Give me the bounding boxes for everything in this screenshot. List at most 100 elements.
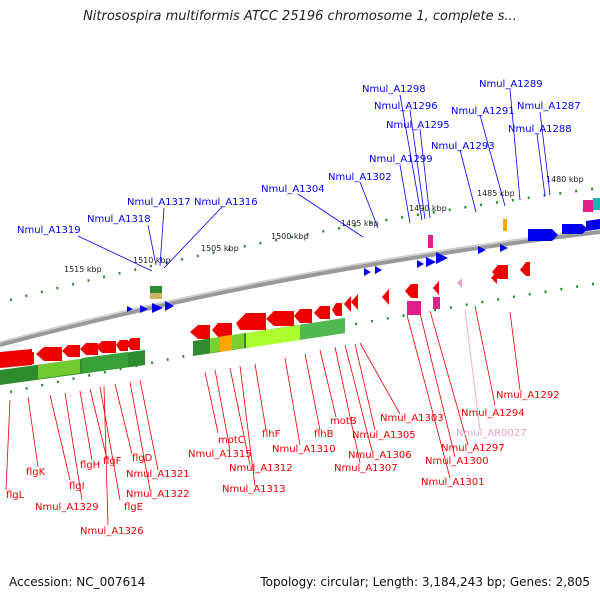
gc-block (150, 286, 162, 293)
gene-label[interactable]: flgF (103, 456, 122, 467)
gene-arrow[interactable] (500, 244, 508, 252)
tick-label: 1480 kbp (546, 175, 584, 184)
tick-label: 1485 kbp (477, 189, 515, 198)
gene-arrow[interactable] (528, 229, 558, 241)
gene-label[interactable]: Nmul_A1301 (421, 477, 485, 488)
gene-label[interactable]: Nmul_A1299 (369, 154, 433, 165)
gene-label[interactable]: Nmul_A1295 (386, 120, 450, 131)
gene-arrow[interactable] (344, 296, 351, 312)
gene-label[interactable]: Nmul_A1319 (17, 225, 81, 236)
genome-backbone (0, 230, 600, 347)
gene-label[interactable]: Nmul_AR0027 (456, 428, 527, 439)
rna-feature[interactable] (593, 198, 600, 210)
gene-label[interactable]: flgI (69, 481, 85, 492)
tick-label: 1505 kbp (201, 244, 239, 253)
gene-label[interactable]: Nmul_A1318 (87, 214, 151, 225)
gene-arrow[interactable] (364, 268, 371, 276)
bottom-leader-lines (5, 305, 521, 526)
outer-tick-row (9, 186, 600, 302)
gene-arrow[interactable] (478, 246, 486, 254)
rna-feature[interactable] (407, 301, 421, 315)
tick-label: 1490 kbp (409, 204, 447, 213)
gene-label[interactable]: Nmul_A1305 (352, 430, 416, 441)
gene-arrow[interactable] (8, 352, 34, 364)
gene-label[interactable]: flgH (80, 460, 100, 471)
gene-label[interactable]: flhB (314, 429, 334, 440)
gene-arrow[interactable] (36, 347, 62, 361)
reverse-genes (0, 262, 530, 368)
gene-label[interactable]: motC (218, 435, 245, 446)
gene-arrow[interactable] (140, 305, 148, 313)
gene-arrow[interactable] (126, 338, 140, 350)
gene-arrow[interactable] (332, 303, 342, 316)
gene-arrow[interactable] (116, 340, 128, 351)
gene-arrow[interactable] (190, 325, 210, 339)
gene-label[interactable]: motB (330, 416, 357, 427)
gene-label[interactable]: Nmul_A1306 (348, 450, 412, 461)
gene-label[interactable]: Nmul_A1321 (126, 469, 190, 480)
gene-label[interactable]: Nmul_A1310 (272, 444, 336, 455)
gene-label[interactable]: Nmul_A1303 (380, 413, 444, 424)
gene-label[interactable]: Nmul_A1292 (496, 390, 560, 401)
gene-arrow[interactable] (127, 306, 133, 312)
genome-backbone-highlight (0, 228, 600, 343)
gene-arrow[interactable] (382, 289, 389, 305)
gene-label[interactable]: flgE (124, 502, 143, 513)
gene-arrow[interactable] (457, 278, 462, 288)
gene-label[interactable]: Nmul_A1293 (431, 141, 495, 152)
gene-label[interactable]: Nmul_A1296 (374, 101, 438, 112)
gene-label[interactable]: Nmul_A1329 (35, 502, 99, 513)
gene-label[interactable]: Nmul_A1288 (508, 124, 572, 135)
gene-label[interactable]: Nmul_A1312 (229, 463, 293, 474)
gene-label[interactable]: Nmul_A1307 (334, 463, 398, 474)
gene-label[interactable]: Nmul_A1326 (80, 526, 144, 537)
accession-text: Accession: NC_007614 (9, 575, 146, 589)
gene-label[interactable]: Nmul_A1287 (517, 101, 581, 112)
gene-arrow[interactable] (165, 301, 174, 311)
gene-label[interactable]: Nmul_A1300 (425, 456, 489, 467)
gene-arrow[interactable] (212, 323, 232, 337)
tick-label: 1500 kbp (271, 232, 309, 241)
gene-arrow[interactable] (294, 309, 312, 323)
gene-label[interactable]: Nmul_A1315 (188, 449, 252, 460)
gene-arrow[interactable] (152, 303, 163, 313)
gene-label[interactable]: Nmul_A1291 (451, 106, 515, 117)
rna-feature[interactable] (428, 235, 433, 248)
gene-arrow[interactable] (96, 341, 116, 353)
gene-arrow[interactable] (426, 257, 436, 267)
gene-arrow[interactable] (314, 306, 330, 319)
gene-arrow[interactable] (562, 224, 588, 234)
gene-label[interactable]: Nmul_A1317 (127, 197, 191, 208)
rna-feature[interactable] (583, 200, 593, 212)
gene-arrow[interactable] (80, 343, 98, 355)
gene-arrow[interactable] (433, 281, 439, 295)
gene-label[interactable]: flgK (26, 467, 46, 478)
gene-arrow[interactable] (405, 284, 418, 298)
gene-arrow[interactable] (586, 219, 600, 231)
gene-label[interactable]: Nmul_A1294 (461, 408, 525, 419)
rna-feature[interactable] (433, 297, 440, 309)
gene-arrow[interactable] (351, 294, 358, 310)
gene-label[interactable]: flgL (6, 490, 25, 501)
gene-arrow[interactable] (520, 262, 530, 276)
gene-arrow[interactable] (236, 313, 266, 330)
gene-arrow[interactable] (492, 265, 508, 279)
gene-label[interactable]: Nmul_A1297 (441, 443, 505, 454)
gene-label[interactable]: Nmul_A1289 (479, 79, 543, 90)
gene-label[interactable]: Nmul_A1298 (362, 84, 426, 95)
gene-label[interactable]: Nmul_A1304 (261, 184, 325, 195)
rna-feature[interactable] (503, 219, 507, 231)
gene-label[interactable]: flgD (132, 453, 153, 464)
gene-label[interactable]: Nmul_A1316 (194, 197, 258, 208)
gene-label[interactable]: Nmul_A1322 (126, 489, 190, 500)
genome-summary-text: Topology: circular; Length: 3,184,243 bp… (260, 575, 590, 589)
gene-arrow[interactable] (62, 345, 80, 357)
gene-label[interactable]: Nmul_A1302 (328, 172, 392, 183)
gene-arrow[interactable] (266, 311, 294, 326)
gene-arrow[interactable] (436, 252, 448, 264)
gene-arrow[interactable] (417, 260, 424, 268)
gene-label[interactable]: Nmul_A1313 (222, 484, 286, 495)
gene-label[interactable]: flhF (262, 429, 281, 440)
gene-arrow[interactable] (375, 266, 382, 274)
